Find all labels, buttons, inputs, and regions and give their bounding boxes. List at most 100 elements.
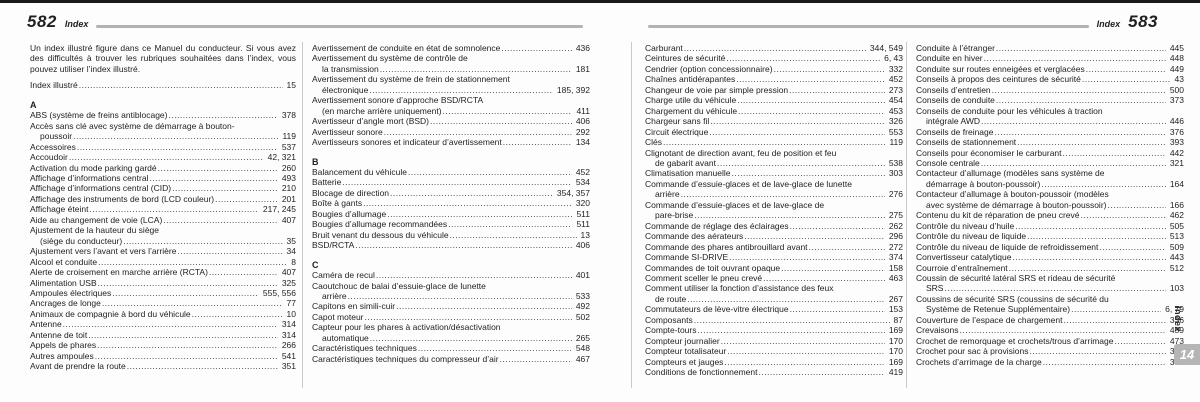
entry-label: Alcool et conduite — [30, 256, 98, 267]
dot-leader — [809, 242, 885, 252]
entry-label: Coussin de sécurité latéral SRS et ridea… — [916, 272, 1116, 283]
index-entry: Avertissement du système de contrôle de — [312, 53, 590, 63]
entry-page-number: 459 — [1169, 325, 1184, 336]
entry-label: Caoutchouc de balai d’essuie-glace de lu… — [312, 280, 486, 291]
index-entry: Commande d’essuie-glaces et de lave-glac… — [645, 200, 903, 210]
entry-page-number: 332 — [888, 63, 903, 74]
entry-label: Avertissement du système de contrôle de — [312, 53, 468, 64]
dot-leader — [177, 246, 282, 256]
dot-leader — [774, 64, 885, 74]
dot-leader — [944, 283, 1165, 293]
index-entry: Couverture de l’espace de chargement 336 — [916, 315, 1184, 325]
entry-label: Clignotant de direction avant, feu de po… — [645, 147, 837, 158]
entry-label: Accès sans clé avec système de démarrage… — [30, 120, 235, 131]
entry-page-number: 326 — [888, 116, 903, 127]
dot-leader — [781, 263, 885, 273]
index-entry: Avertissement sonore d’approche BSD/RCTA — [312, 95, 590, 105]
entry-page-number: 511 — [576, 219, 590, 230]
dot-leader — [709, 127, 885, 137]
index-entry: Contacteur d’allumage (modèles sans syst… — [916, 168, 1184, 178]
entry-label: (siège du conducteur) — [40, 235, 123, 246]
entry-page-number: 446 — [1169, 116, 1184, 127]
entry-label: Contrôle du niveau d’huile — [916, 220, 1015, 231]
entry-label: Changeur de voie par simple pression — [645, 84, 789, 95]
entry-label: Conseils pour économiser le carburant — [916, 147, 1062, 158]
index-entry: Alerte de croisement en marche arrière (… — [30, 267, 296, 277]
entry-label: Courroie d’entraînement — [916, 262, 1008, 273]
entry-page-number: 453 — [888, 105, 903, 116]
entry-page-number: 448 — [1169, 53, 1184, 64]
entry-page-number: 170 — [888, 346, 903, 357]
entry-label: Ceintures de sécurité — [645, 53, 726, 64]
entry-label: Coussins de sécurité SRS (coussins de sé… — [916, 293, 1109, 304]
entry-page-number: 467 — [575, 353, 590, 364]
dot-leader — [744, 231, 885, 241]
index-entry: Boîte à gants 320 — [312, 198, 590, 208]
index-entry: Comment utiliser la fonction d’assistanc… — [645, 283, 903, 293]
entry-page-number: 325 — [281, 277, 296, 288]
index-entry-continuation: arrière 276 — [645, 189, 903, 199]
index-entry: Capteur pour les phares à activation/dés… — [312, 322, 590, 332]
entry-page-number: 10 — [286, 308, 296, 319]
entry-page-number: 185, 392 — [556, 84, 590, 95]
dot-leader — [376, 270, 572, 280]
entry-page-number: 533 — [575, 290, 590, 301]
dot-leader — [1082, 74, 1171, 84]
index-entry: Comment sceller le pneu crevé 463 — [645, 273, 903, 283]
index-entry: Coussins de sécurité SRS (coussins de sé… — [916, 294, 1184, 304]
index-entry: Ajustement de la hauteur du siège — [30, 225, 296, 235]
header-section-label-left: Index — [64, 19, 89, 29]
entry-label: Antenne — [30, 319, 62, 330]
entries-slot: Conduite à l’étranger445Conduite en hive… — [916, 43, 1184, 367]
dot-leader — [736, 74, 885, 84]
entry-label: Capteur pour les phares à activation/dés… — [312, 322, 501, 333]
dot-leader — [192, 309, 283, 319]
entry-label: la transmission — [322, 63, 379, 74]
dot-leader — [112, 288, 259, 298]
index-entry: Bougies d’allumage 511 — [312, 209, 590, 219]
entry-label: Commande d’essuie-glaces et de lave-glac… — [645, 199, 825, 210]
index-entry: Avertissement du système de frein de sta… — [312, 74, 590, 84]
entry-label: Conditions de fonctionnement — [645, 367, 758, 378]
dot-leader — [77, 142, 278, 152]
entry-page-number: 555, 556 — [262, 287, 296, 298]
entry-label: Clés — [645, 137, 663, 148]
index-entry: Conseils pour économiser le carburant 442 — [916, 148, 1184, 158]
entry-label: Comment sceller le pneu crevé — [645, 272, 763, 283]
entry-page-number: 43 — [1174, 74, 1184, 85]
entry-label: BSD/RCTA — [312, 240, 355, 251]
index-entry: BSD/RCTA 406 — [312, 240, 590, 250]
dot-leader — [365, 312, 572, 322]
entry-page-number: 303 — [888, 168, 903, 179]
entry-label: Batterie — [312, 177, 342, 188]
entry-page-number: 273 — [888, 84, 903, 95]
entry-page-number: 6, 79 — [1165, 304, 1184, 315]
dot-leader — [98, 278, 278, 288]
dot-leader — [172, 183, 278, 193]
index-entry: Conduite en hiver 448 — [916, 53, 1184, 63]
entry-label: Commande SI-DRIVE — [645, 252, 729, 263]
entry-page-number: 170 — [888, 335, 903, 346]
dot-leader — [1043, 357, 1166, 367]
index-entry: Contenu du kit de réparation de pneu cre… — [916, 210, 1184, 220]
entry-page-number: 436 — [575, 43, 590, 53]
index-entry: Crochet de remorquage et crochets/trous … — [916, 336, 1184, 346]
entry-label: Alimentation USB — [30, 277, 97, 288]
index-entry: Conseils à propos des ceintures de sécur… — [916, 74, 1184, 84]
entry-label: Caractéristiques techniques du compresse… — [312, 353, 499, 364]
entry-label: Conseils de conduite pour les véhicules … — [916, 105, 1103, 116]
index-entry: Coussin de sécurité latéral SRS et ridea… — [916, 273, 1184, 283]
entry-page-number: 406 — [575, 116, 590, 127]
entry-page-number: 502 — [575, 311, 590, 322]
entry-page-number: 419 — [888, 367, 903, 378]
index-entry: Chargement du véhicule 453 — [645, 106, 903, 116]
index-entry: Caractéristiques techniques 548 — [312, 343, 590, 353]
entry-page-number: 296 — [888, 231, 903, 242]
entry-label: Climatisation manuelle — [645, 168, 731, 179]
entry-label: Chargeur sans fil — [645, 116, 710, 127]
entry-page-number: 77 — [286, 298, 296, 309]
entry-label: ABS (système de freins antiblocage) — [30, 110, 168, 121]
index-entry-continuation: poussoir 119 — [30, 131, 296, 141]
entries-slot: Carburant 344, 549 Ceintures de sécurité 6,… — [645, 43, 903, 378]
entry-page-number: 292 — [575, 126, 590, 137]
